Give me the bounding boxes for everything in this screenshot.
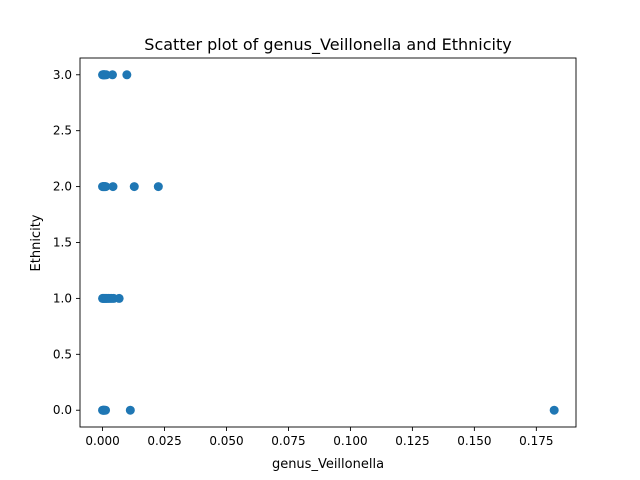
data-point [101,405,111,415]
data-points [98,70,559,415]
y-tick-label: 3.0 [53,68,72,82]
data-point [125,405,135,415]
y-tick-label: 2.5 [53,124,72,138]
x-tick-label: 0.175 [519,434,553,448]
x-tick-label: 0.050 [209,434,243,448]
data-point [549,405,559,415]
data-point [114,293,124,303]
y-axis-ticks: 0.0 0.5 1.0 1.5 2.0 2.5 3.0 [53,68,80,417]
x-tick-label: 0.000 [85,434,119,448]
data-point [101,70,111,80]
x-tick-label: 0.100 [333,434,367,448]
chart-title: Scatter plot of genus_Veillonella and Et… [144,35,511,55]
plot-area [79,57,577,428]
data-point [153,182,163,192]
y-tick-label: 0.5 [53,347,72,361]
data-point [129,182,139,192]
x-tick-label: 0.075 [271,434,305,448]
y-axis-label: Ethnicity [29,214,44,271]
y-tick-label: 2.0 [53,180,72,194]
data-point [101,182,111,192]
x-tick-label: 0.125 [395,434,429,448]
data-point [107,70,117,80]
y-tick-label: 1.0 [53,291,72,305]
data-point [122,70,132,80]
x-tick-label: 0.025 [147,434,181,448]
y-tick-label: 1.5 [53,236,72,250]
x-tick-label: 0.150 [457,434,491,448]
data-point [108,182,118,192]
x-axis-ticks: 0.000 0.025 0.050 0.075 0.100 0.125 0.150 0.175 [85,427,554,448]
y-tick-label: 0.0 [53,403,72,417]
x-axis-label: genus_Veillonella [272,457,384,472]
